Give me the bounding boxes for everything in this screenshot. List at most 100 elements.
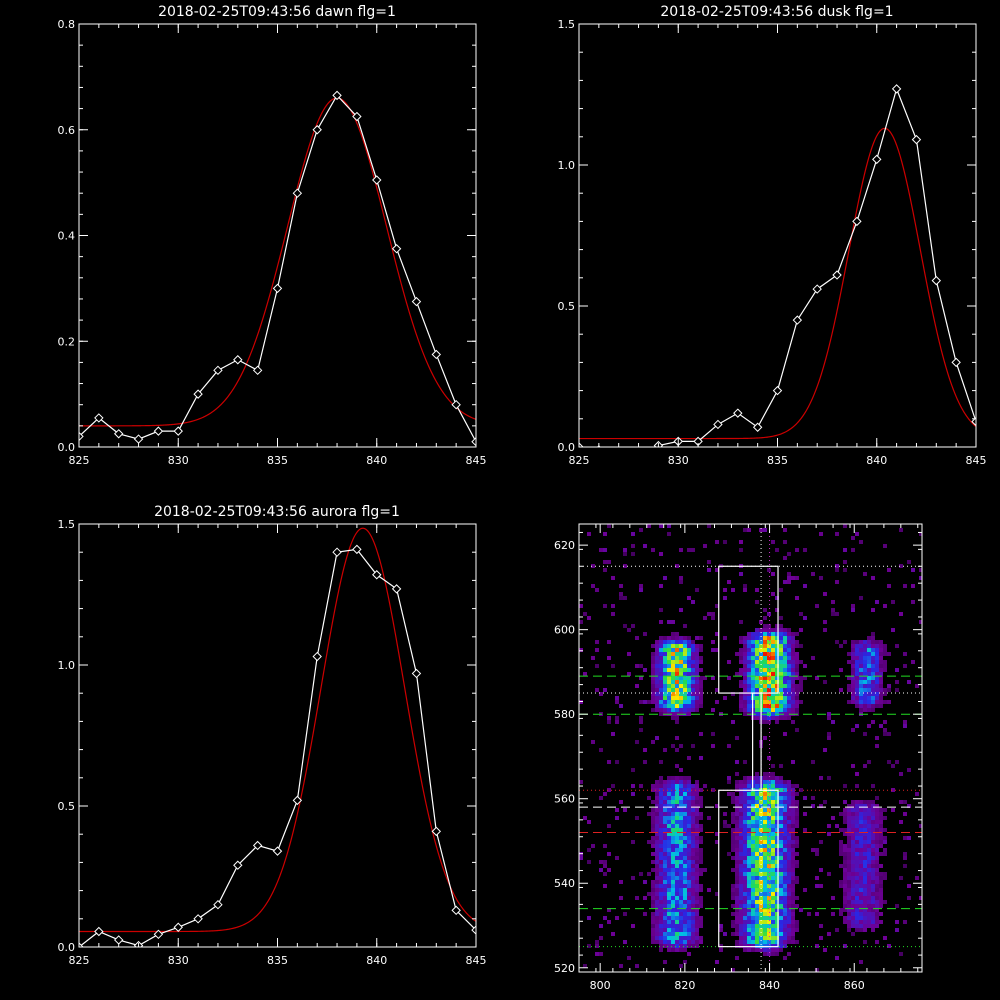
heatmap-cell — [791, 672, 795, 676]
heatmap-cell — [871, 696, 875, 700]
heatmap-cell — [739, 884, 743, 888]
heatmap-cell — [663, 888, 667, 892]
heatmap-cell — [791, 692, 795, 696]
heatmap-cell — [675, 808, 679, 812]
heatmap-cell — [667, 792, 671, 796]
heatmap-cell — [907, 884, 911, 888]
heatmap-cell — [707, 612, 711, 616]
heatmap-cell — [895, 680, 899, 684]
heatmap-cell — [739, 800, 743, 804]
heatmap-cell — [783, 784, 787, 788]
heatmap-cell — [755, 700, 759, 704]
heatmap-cell — [723, 932, 727, 936]
heatmap-cell — [691, 864, 695, 868]
heatmap-cell — [695, 792, 699, 796]
heatmap-cell — [639, 584, 643, 588]
heatmap-cell — [671, 652, 675, 656]
heatmap-cell — [663, 656, 667, 660]
heatmap-cell — [787, 928, 791, 932]
heatmap-cell — [795, 940, 799, 944]
heatmap-cell — [875, 872, 879, 876]
heatmap-cell — [779, 784, 783, 788]
heatmap-cell — [639, 676, 643, 680]
heatmap-cell — [867, 892, 871, 896]
heatmap-cell — [655, 780, 659, 784]
heatmap-cell — [595, 648, 599, 652]
heatmap-cell — [879, 696, 883, 700]
heatmap-cell — [743, 856, 747, 860]
heatmap-cell — [679, 896, 683, 900]
heatmap-cell — [687, 684, 691, 688]
heatmap-cell — [791, 940, 795, 944]
heatmap-cell — [667, 868, 671, 872]
heatmap-cell — [679, 964, 683, 968]
heatmap-cell — [747, 680, 751, 684]
y-tick-label-0-0: 0.0 — [58, 441, 76, 454]
heatmap-cell — [743, 936, 747, 940]
heatmap-cell — [851, 900, 855, 904]
heatmap-cell — [751, 836, 755, 840]
heatmap-cell — [715, 700, 719, 704]
heatmap-cell — [663, 704, 667, 708]
heatmap-cell — [687, 784, 691, 788]
heatmap-cell — [867, 860, 871, 864]
y-tick-label-3-2: 560 — [554, 793, 575, 806]
heatmap-cell — [759, 896, 763, 900]
heatmap-cell — [607, 524, 611, 528]
heatmap-cell — [859, 596, 863, 600]
heatmap-cell — [659, 896, 663, 900]
heatmap-cell — [835, 928, 839, 932]
heatmap-cell — [667, 944, 671, 948]
heatmap-cell — [771, 848, 775, 852]
heatmap-cell — [783, 648, 787, 652]
heatmap-cell — [843, 832, 847, 836]
heatmap-cell — [759, 688, 763, 692]
heatmap-cell — [763, 796, 767, 800]
heatmap-cell — [767, 864, 771, 868]
heatmap-cell — [783, 556, 787, 560]
heatmap-cell — [731, 796, 735, 800]
heatmap-cell — [815, 848, 819, 852]
heatmap-cell — [787, 936, 791, 940]
heatmap-cell — [623, 552, 627, 556]
heatmap-cell — [691, 656, 695, 660]
heatmap-cell — [863, 920, 867, 924]
heatmap-cell — [731, 816, 735, 820]
heatmap-cell — [747, 784, 751, 788]
heatmap-cell — [775, 688, 779, 692]
heatmap-cell — [787, 892, 791, 896]
heatmap-cell — [867, 816, 871, 820]
heatmap-cell — [679, 692, 683, 696]
heatmap-cell — [827, 776, 831, 780]
heatmap-cell — [851, 728, 855, 732]
heatmap-cell — [767, 832, 771, 836]
data-point-1-12 — [812, 284, 822, 294]
heatmap-cell — [843, 568, 847, 572]
heatmap-cell — [779, 616, 783, 620]
heatmap-cell — [843, 800, 847, 804]
heatmap-cell — [651, 924, 655, 928]
heatmap-cell — [859, 872, 863, 876]
heatmap-cell — [859, 824, 863, 828]
heatmap-cell — [759, 872, 763, 876]
heatmap-cell — [759, 800, 763, 804]
heatmap-cell — [819, 868, 823, 872]
heatmap-cell — [867, 640, 871, 644]
heatmap-cell — [731, 840, 735, 844]
heatmap-cell — [771, 852, 775, 856]
heatmap-cell — [791, 844, 795, 848]
heatmap-cell — [771, 860, 775, 864]
heatmap-cell — [763, 880, 767, 884]
heatmap-cell — [727, 824, 731, 828]
heatmap-cell — [619, 880, 623, 884]
heatmap-cell — [875, 920, 879, 924]
heatmap-cell — [651, 932, 655, 936]
heatmap-cell — [779, 688, 783, 692]
heatmap-cell — [675, 800, 679, 804]
heatmap-cell — [795, 660, 799, 664]
heatmap-cell — [855, 860, 859, 864]
heatmap-cell — [643, 912, 647, 916]
heatmap-cell — [695, 912, 699, 916]
heatmap-cell — [707, 888, 711, 892]
heatmap-cell — [699, 656, 703, 660]
